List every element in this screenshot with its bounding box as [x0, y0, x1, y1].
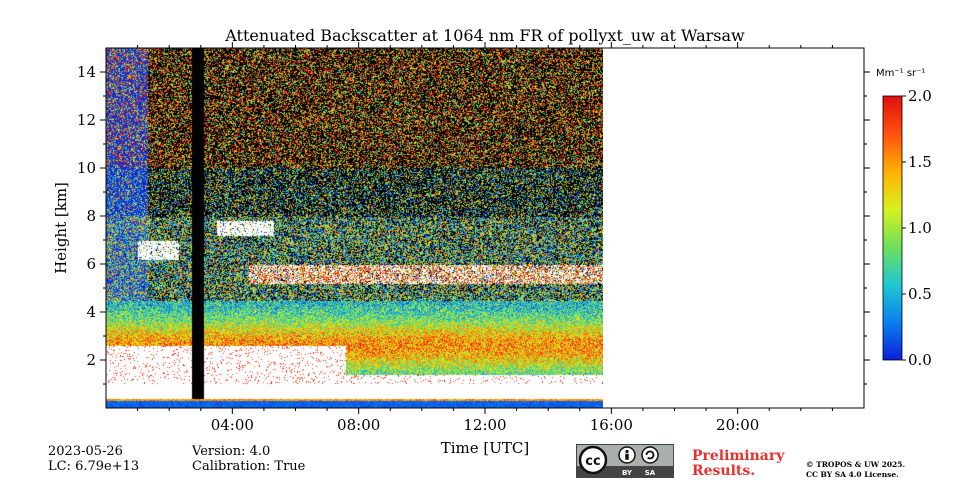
- colorbar-tick-label: 2.0: [908, 87, 932, 105]
- heatmap-area: [106, 48, 603, 408]
- colorbar-tick-label: 0.0: [908, 351, 932, 369]
- footer-lidar-constant: LC: 6.79e+13: [48, 459, 140, 474]
- y-tick-label: 4: [86, 303, 96, 321]
- y-axis: 2 4 6 8 10 12 14: [77, 63, 870, 385]
- y-tick-label: 2: [86, 351, 96, 369]
- x-axis-label: Time [UTC]: [441, 439, 530, 457]
- cc-icon-label: cc: [585, 454, 600, 469]
- colorbar-scale: [882, 95, 903, 361]
- x-axis: 04:00 08:00 12:00 16:00 20:00: [137, 42, 833, 434]
- footer-date: 2023-05-26: [48, 444, 123, 459]
- y-tick-label: 8: [86, 207, 96, 225]
- colorbar-tick-label: 0.5: [908, 285, 932, 303]
- x-tick-label: 04:00: [211, 416, 254, 434]
- by-label: BY: [622, 469, 633, 477]
- colorbar-tick-label: 1.5: [908, 153, 932, 171]
- chart-title: Attenuated Backscatter at 1064 nm FR of …: [224, 26, 745, 45]
- y-tick-label: 12: [77, 111, 96, 129]
- x-tick-label: 20:00: [716, 416, 759, 434]
- x-tick-label: 12:00: [463, 416, 506, 434]
- colorbar-unit-label: Mm⁻¹ sr⁻¹: [876, 68, 925, 79]
- sa-sharealike-icon: [641, 446, 659, 464]
- colorbar: Mm⁻¹ sr⁻¹ 0.0 0.5 1.0 1.5 2.0: [876, 68, 932, 369]
- sa-label: SA: [645, 469, 656, 477]
- y-tick-label: 6: [86, 255, 96, 273]
- colorbar-tick-label: 1.0: [908, 219, 932, 237]
- footer-calibration: Calibration: True: [192, 459, 306, 474]
- cc-icon: [578, 445, 608, 475]
- preliminary-results-note: Preliminary Results.: [692, 448, 785, 479]
- x-tick-label: 08:00: [337, 416, 380, 434]
- y-axis-label: Height [km]: [52, 182, 70, 274]
- backscatter-curtain: [106, 48, 603, 408]
- footer-version: Version: 4.0: [192, 444, 271, 459]
- x-tick-label: 16:00: [590, 416, 633, 434]
- y-tick-label: 14: [77, 63, 96, 81]
- cc-license-badge: cc BY SA: [576, 444, 674, 478]
- license-note: © TROPOS & UW 2025. CC BY SA 4.0 License…: [806, 460, 906, 479]
- y-tick-label: 10: [77, 159, 96, 177]
